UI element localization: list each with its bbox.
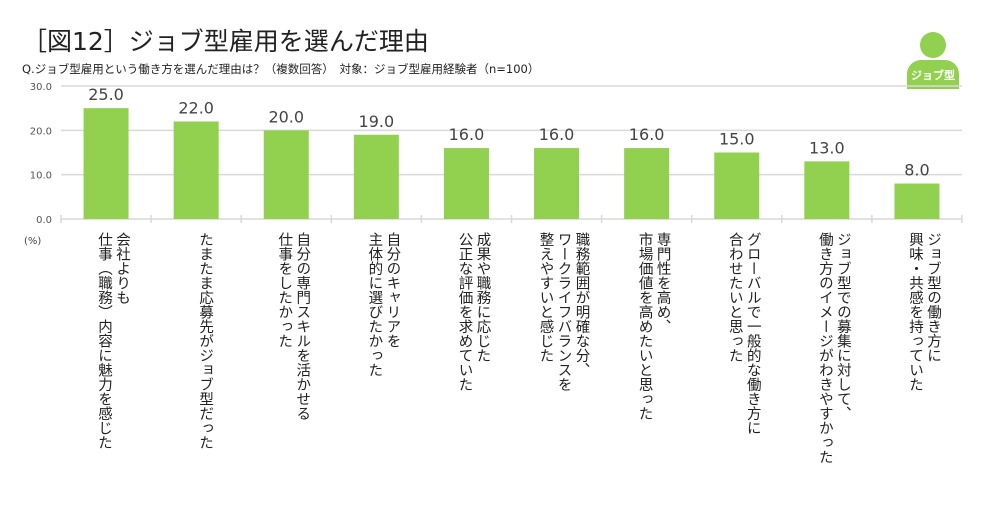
bar <box>83 108 129 219</box>
badge-label: ジョブ型 <box>907 60 959 89</box>
category-label: 専門性を高め、 市場価値を高めたいと思った <box>636 232 671 421</box>
category-label: 自分のキャリアを 主体的に選びたかった <box>366 232 401 377</box>
bar <box>894 183 940 219</box>
category-label: 会社よりも 仕事（職務）内容に魅力を感じた <box>96 232 131 450</box>
data-label: 25.0 <box>88 85 124 104</box>
y-tick-label: 20.0 <box>30 126 52 137</box>
bar <box>624 148 670 219</box>
category-label: ジョブ型の働き方に 興味・共感を持っていた <box>906 232 941 392</box>
data-label: 16.0 <box>539 125 575 144</box>
data-label: 19.0 <box>359 112 395 131</box>
category-label: ジョブ型での募集に対して、 働き方のイメージがわきやすかった <box>816 232 851 464</box>
chart-subtitle: Q.ジョブ型雇用という働き方を選んだ理由は？（複数回答） 対象：ジョブ型雇用経験… <box>22 62 540 76</box>
category-label: 自分の専門スキルを活かせる 仕事をしたかった <box>276 232 311 421</box>
bar <box>263 130 309 219</box>
category-label: たまたま応募先がジョブ型だった <box>197 232 214 450</box>
chart-title: ［図12］ジョブ型雇用を選んだ理由 <box>22 27 429 56</box>
person-head <box>920 32 946 58</box>
bar <box>173 121 219 219</box>
bar <box>534 148 580 219</box>
category-label: 職務範囲が明確な分、 ワークライフバランスを 整えやすいと感じた <box>537 232 590 392</box>
person-icon: ジョブ型 <box>905 32 960 90</box>
data-label: 8.0 <box>904 161 929 180</box>
data-label: 22.0 <box>178 98 214 117</box>
bar <box>443 148 489 219</box>
data-label: 15.0 <box>719 130 755 149</box>
data-label: 16.0 <box>449 125 485 144</box>
y-axis-unit: (%) <box>24 236 42 247</box>
bar <box>353 134 399 219</box>
y-tick-label: 30.0 <box>30 82 52 93</box>
data-label: 13.0 <box>809 138 845 157</box>
y-tick-label: 10.0 <box>30 171 52 182</box>
y-tick-label: 0.0 <box>36 215 52 226</box>
category-label: グローバルで一般的な働き方に 合わせたいと思った <box>726 232 761 435</box>
data-label: 20.0 <box>268 107 304 126</box>
bar <box>804 161 850 219</box>
bar <box>714 152 760 219</box>
data-label: 16.0 <box>629 125 665 144</box>
category-label: 成果や職務に応じた 公正な評価を求めていた <box>456 232 491 392</box>
